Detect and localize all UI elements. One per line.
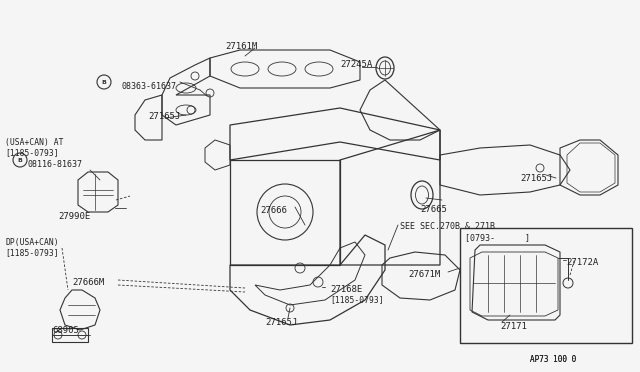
Text: B: B (17, 157, 22, 163)
Text: AP73 100 0: AP73 100 0 (530, 355, 576, 364)
Text: 27666M: 27666M (72, 278, 104, 287)
Text: 27990E: 27990E (58, 212, 90, 221)
Text: [1185-0793]: [1185-0793] (5, 148, 59, 157)
Text: 27168E: 27168E (330, 285, 362, 294)
Text: 68905: 68905 (52, 326, 79, 335)
Text: [0793-      ]: [0793- ] (465, 233, 530, 242)
Text: 27165J: 27165J (265, 318, 297, 327)
Text: 27665: 27665 (420, 205, 447, 214)
Text: 27671M: 27671M (408, 270, 440, 279)
Text: DP(USA+CAN): DP(USA+CAN) (5, 238, 59, 247)
Text: 27161M: 27161M (225, 42, 257, 51)
Bar (460, 228, 632, 343)
Text: SEE SEC.270B & 271B: SEE SEC.270B & 271B (400, 222, 495, 231)
Text: 27666: 27666 (260, 206, 287, 215)
Text: 27165J: 27165J (148, 112, 180, 121)
Text: 27245A: 27245A (340, 60, 372, 69)
Text: B: B (102, 80, 106, 84)
Text: 27171: 27171 (500, 322, 527, 331)
Text: [1185-0793]: [1185-0793] (5, 248, 59, 257)
Text: AP73 100 0: AP73 100 0 (530, 355, 576, 364)
Text: 27172A: 27172A (566, 258, 598, 267)
Text: 27165J: 27165J (520, 174, 552, 183)
Text: 08116-81637: 08116-81637 (28, 160, 83, 169)
Text: [1185-0793]: [1185-0793] (330, 295, 383, 304)
Text: (USA+CAN) AT: (USA+CAN) AT (5, 138, 63, 147)
Text: 08363-61637: 08363-61637 (122, 82, 177, 91)
